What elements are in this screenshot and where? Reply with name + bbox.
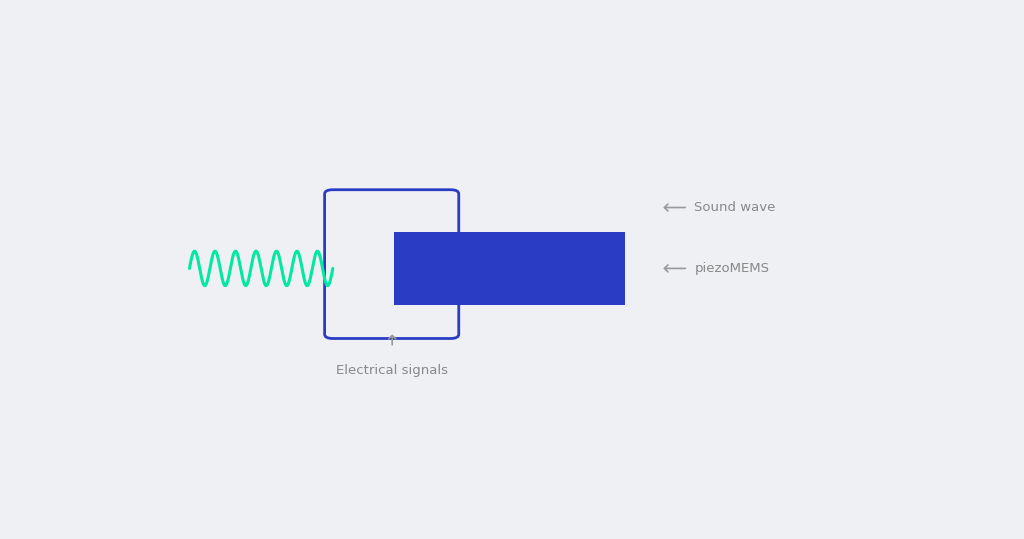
Text: Sound wave: Sound wave xyxy=(694,201,775,214)
Bar xyxy=(394,232,625,305)
Text: piezoMEMS: piezoMEMS xyxy=(694,262,769,275)
Text: Electrical signals: Electrical signals xyxy=(336,364,449,377)
